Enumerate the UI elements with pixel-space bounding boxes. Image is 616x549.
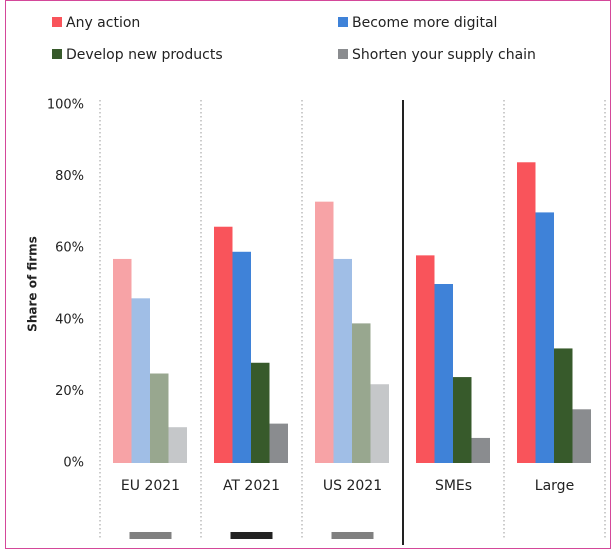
- bar: [434, 284, 453, 463]
- bar: [370, 384, 389, 463]
- bar: [113, 258, 132, 463]
- legend-label: Become more digital: [352, 15, 497, 31]
- x-tick-label: Large: [535, 478, 574, 494]
- bar: [251, 362, 270, 463]
- legend-label: Any action: [66, 15, 140, 31]
- bar: [471, 437, 490, 463]
- bar: [214, 226, 233, 463]
- bar: [315, 201, 334, 463]
- legend-swatch: [338, 17, 348, 27]
- bar: [333, 258, 352, 463]
- legend-label: Shorten your supply chain: [352, 47, 536, 63]
- bar: [232, 251, 251, 463]
- bar: [269, 423, 288, 463]
- y-tick-label: 40%: [55, 312, 84, 327]
- x-tick-label: AT 2021: [223, 478, 280, 494]
- y-tick-label: 20%: [55, 384, 84, 399]
- y-tick-label: 80%: [55, 169, 84, 184]
- bar: [453, 377, 472, 463]
- x-tick-label: EU 2021: [121, 478, 180, 494]
- y-axis-label: Share of firms: [26, 236, 40, 332]
- indicator: [230, 532, 273, 539]
- bar: [572, 409, 591, 463]
- x-tick-label: US 2021: [323, 478, 382, 494]
- legend-swatch: [52, 49, 62, 59]
- legend-swatch: [338, 49, 348, 59]
- bar: [352, 323, 371, 463]
- y-tick-label: 100%: [47, 98, 84, 113]
- bar: [416, 255, 435, 463]
- legend-label: Develop new products: [66, 47, 223, 63]
- bar: [131, 298, 150, 463]
- bar: [168, 427, 187, 463]
- x-tick-label: SMEs: [435, 478, 472, 494]
- bar: [517, 162, 536, 463]
- legend-swatch: [52, 17, 62, 27]
- bar: [535, 212, 554, 463]
- indicator: [331, 532, 374, 539]
- y-tick-label: 0%: [63, 456, 84, 471]
- y-tick-label: 60%: [55, 241, 84, 256]
- indicator: [129, 532, 172, 539]
- bar: [554, 348, 573, 463]
- bar: [150, 373, 169, 463]
